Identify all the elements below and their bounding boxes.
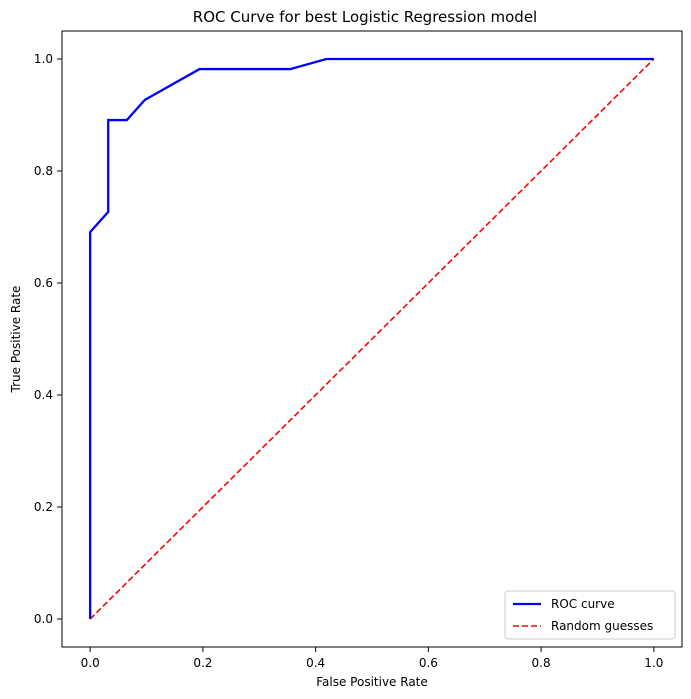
x-axis-ticks: 0.0 0.2 0.4 0.6 0.8 1.0	[81, 647, 663, 670]
y-axis-ticks: 0.0 0.2 0.4 0.6 0.8 1.0	[34, 52, 62, 626]
y-tick-label: 1.0	[34, 52, 53, 66]
random-guess-line	[89, 58, 655, 620]
y-tick-label: 0.6	[34, 276, 53, 290]
x-tick-label: 0.0	[81, 656, 100, 670]
y-tick-label: 0.4	[34, 388, 53, 402]
legend-random-label: Random guesses	[551, 619, 653, 633]
x-tick-label: 0.6	[419, 656, 438, 670]
legend: ROC curve Random guesses	[504, 590, 676, 640]
x-tick-label: 0.8	[532, 656, 551, 670]
plot-area	[61, 30, 683, 648]
legend-box	[504, 590, 676, 640]
roc-curve-line	[89, 57, 654, 619]
y-axis-label: True Positive Rate	[9, 286, 23, 394]
y-tick-label: 0.8	[34, 164, 53, 178]
y-tick-label: 0.0	[34, 612, 53, 626]
x-axis-label: False Positive Rate	[316, 675, 428, 689]
legend-roc-label: ROC curve	[551, 597, 615, 611]
chart-title: ROC Curve for best Logistic Regression m…	[193, 8, 537, 26]
y-tick-label: 0.2	[34, 500, 53, 514]
x-tick-label: 1.0	[644, 656, 663, 670]
x-tick-label: 0.4	[306, 656, 325, 670]
series-layer	[89, 57, 655, 620]
x-tick-label: 0.2	[193, 656, 212, 670]
